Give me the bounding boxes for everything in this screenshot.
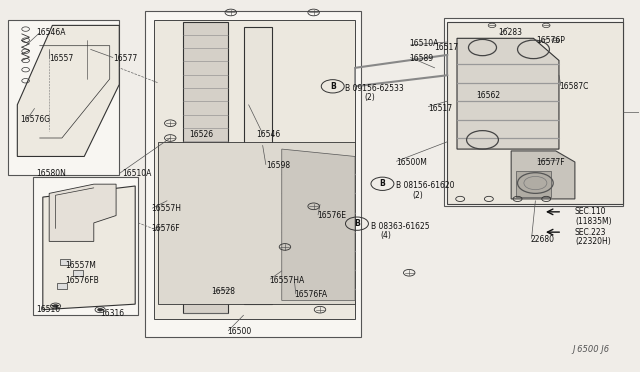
Text: 16526: 16526 <box>189 130 214 139</box>
Text: 16510A: 16510A <box>122 169 152 177</box>
Polygon shape <box>157 142 355 304</box>
Polygon shape <box>43 186 135 310</box>
Text: 16283: 16283 <box>499 28 522 37</box>
Text: 16598: 16598 <box>266 161 290 170</box>
Text: 16500M: 16500M <box>396 157 428 167</box>
Text: 16510A: 16510A <box>409 39 438 48</box>
Text: 16500: 16500 <box>228 327 252 336</box>
Bar <box>57 283 67 289</box>
Text: 16557: 16557 <box>49 54 74 63</box>
Polygon shape <box>282 149 355 301</box>
Text: 16587C: 16587C <box>559 82 588 91</box>
Text: 16576F: 16576F <box>151 224 180 233</box>
Text: 16576G: 16576G <box>20 115 51 124</box>
Text: 16517: 16517 <box>435 43 459 52</box>
Text: 16546A: 16546A <box>36 28 66 37</box>
FancyBboxPatch shape <box>145 11 362 337</box>
Bar <box>73 270 83 276</box>
Text: B 09156-62533: B 09156-62533 <box>346 84 404 93</box>
Text: 16577F: 16577F <box>537 157 565 167</box>
Text: 16528: 16528 <box>212 287 236 296</box>
Polygon shape <box>457 38 559 149</box>
Circle shape <box>53 305 58 308</box>
Text: B: B <box>354 219 360 228</box>
Text: (11835M): (11835M) <box>575 217 611 225</box>
FancyBboxPatch shape <box>8 20 119 175</box>
Text: 16316: 16316 <box>100 309 124 318</box>
Text: B: B <box>380 179 385 188</box>
Circle shape <box>98 308 102 311</box>
Polygon shape <box>511 151 575 199</box>
Text: (2): (2) <box>412 191 423 200</box>
Polygon shape <box>17 25 119 157</box>
Text: 16557HA: 16557HA <box>269 276 304 285</box>
Text: (2): (2) <box>365 93 375 102</box>
Polygon shape <box>244 27 272 304</box>
Text: 16516: 16516 <box>36 305 61 314</box>
Text: 16546: 16546 <box>256 130 280 139</box>
Text: 16517: 16517 <box>428 104 452 113</box>
Polygon shape <box>49 184 116 241</box>
Text: 16589: 16589 <box>409 54 433 63</box>
Text: 16576E: 16576E <box>317 211 346 220</box>
Text: 16576P: 16576P <box>537 36 566 45</box>
Text: J 6500 J6: J 6500 J6 <box>573 345 610 354</box>
Text: 16562: 16562 <box>476 91 500 100</box>
Text: SEC.223: SEC.223 <box>575 228 606 237</box>
Text: 16576FA: 16576FA <box>294 291 328 299</box>
Text: 16557H: 16557H <box>151 203 181 213</box>
Polygon shape <box>447 22 623 205</box>
Text: 16557M: 16557M <box>65 261 96 270</box>
Polygon shape <box>516 171 550 197</box>
Text: (4): (4) <box>381 231 392 240</box>
Text: 16576FB: 16576FB <box>65 276 99 285</box>
FancyBboxPatch shape <box>444 18 623 206</box>
Polygon shape <box>154 20 355 319</box>
FancyBboxPatch shape <box>33 177 138 315</box>
Text: 22680: 22680 <box>531 235 554 244</box>
Bar <box>60 259 70 264</box>
Text: 16580N: 16580N <box>36 169 67 177</box>
Text: B: B <box>330 82 335 91</box>
Polygon shape <box>183 22 228 313</box>
Text: SEC.110: SEC.110 <box>575 207 606 217</box>
Text: 16577: 16577 <box>113 54 137 63</box>
Text: B 08156-61620: B 08156-61620 <box>396 182 455 190</box>
Text: (22320H): (22320H) <box>575 237 611 246</box>
Text: B 08363-61625: B 08363-61625 <box>371 222 429 231</box>
